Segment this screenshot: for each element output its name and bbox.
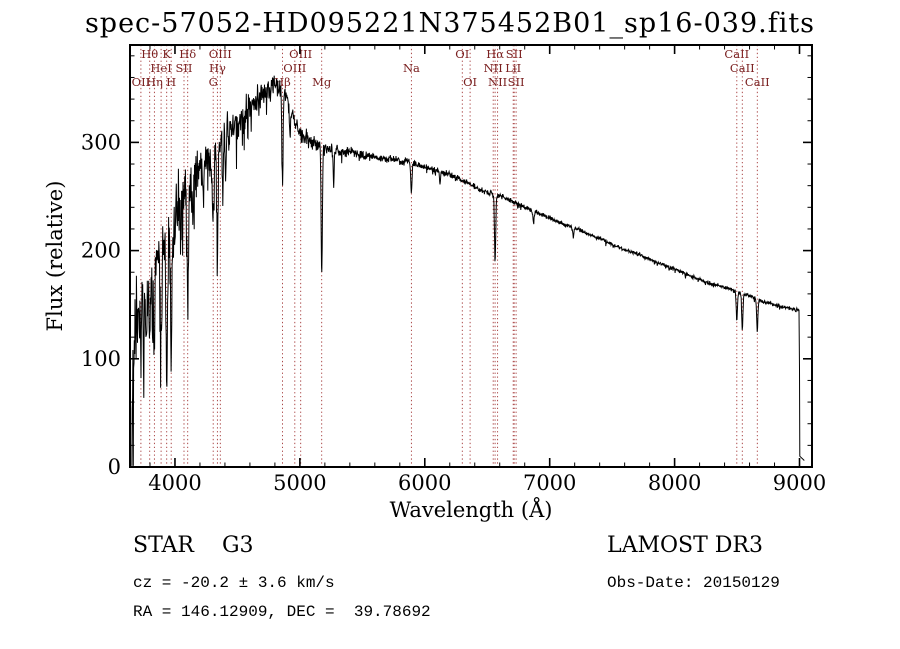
ra-dec: RA = 146.12909, DEC = 39.78692 bbox=[133, 603, 431, 621]
plot-title: spec-57052-HD095221N375452B01_sp16-039.f… bbox=[84, 8, 816, 39]
spectral-line-label: LiI bbox=[505, 61, 521, 75]
spectrum-line bbox=[131, 75, 805, 466]
spectral-line-label: H bbox=[166, 75, 176, 89]
x-axis-label: Wavelength (Å) bbox=[390, 497, 553, 522]
y-tick-label: 100 bbox=[81, 347, 121, 371]
spectral-line-label: Hα bbox=[486, 47, 504, 61]
y-tick-label: 200 bbox=[81, 239, 121, 263]
spectral-line-label: K bbox=[162, 47, 171, 61]
spectral-line-label: OIII bbox=[289, 47, 312, 61]
spectral-line-label: SII bbox=[508, 75, 525, 89]
spectral-line-label: OI bbox=[463, 75, 477, 89]
spectral-line-label: CaII bbox=[730, 61, 755, 75]
spectral-line-label: OII bbox=[132, 75, 151, 89]
spectral-line-label: Hη bbox=[146, 75, 163, 89]
spectral-line-label: SII bbox=[176, 61, 193, 75]
spectrum-trace bbox=[131, 75, 805, 466]
spectral-line-label: HeI bbox=[150, 61, 171, 75]
plot-frame bbox=[129, 44, 813, 468]
x-tick-label: 7000 bbox=[523, 471, 576, 495]
spectral-line-label: OIII bbox=[209, 47, 232, 61]
spectral-line-label: CaII bbox=[745, 75, 770, 89]
spectral-line-label: Hγ bbox=[209, 61, 226, 75]
spectral-line-label: NII bbox=[484, 61, 503, 75]
survey-label: LAMOST DR3 bbox=[607, 533, 763, 558]
x-tick-label: 9000 bbox=[773, 471, 826, 495]
y-tick-label: 300 bbox=[81, 130, 121, 154]
spectral-line-label: OI bbox=[455, 47, 469, 61]
object-class-label: STAR G3 bbox=[133, 533, 254, 558]
y-axis-label: Flux (relative) bbox=[43, 181, 67, 332]
obs-date: Obs-Date: 20150129 bbox=[607, 574, 780, 592]
spectral-line-label: Mg bbox=[312, 75, 332, 89]
cz-value: cz = -20.2 ± 3.6 km/s bbox=[133, 574, 335, 592]
axis-tick-labels: 4000 5000 6000 7000 8000 9000 0 100 200 300 bbox=[81, 130, 826, 495]
spectral-line-label: NII bbox=[488, 75, 507, 89]
spectral-line-label: CaII bbox=[724, 47, 749, 61]
spectral-line-label: G bbox=[209, 75, 218, 89]
x-tick-label: 5000 bbox=[273, 471, 326, 495]
axis-ticks bbox=[130, 45, 812, 468]
spectral-line-label: OIII bbox=[283, 61, 306, 75]
y-tick-label: 0 bbox=[108, 455, 121, 479]
spectral-line-label: Hδ bbox=[179, 47, 196, 61]
x-tick-label: 4000 bbox=[148, 471, 201, 495]
x-tick-label: 6000 bbox=[398, 471, 451, 495]
spectral-line-label: Na bbox=[403, 61, 420, 75]
spectral-line-label: SII bbox=[506, 47, 523, 61]
x-tick-label: 8000 bbox=[648, 471, 701, 495]
